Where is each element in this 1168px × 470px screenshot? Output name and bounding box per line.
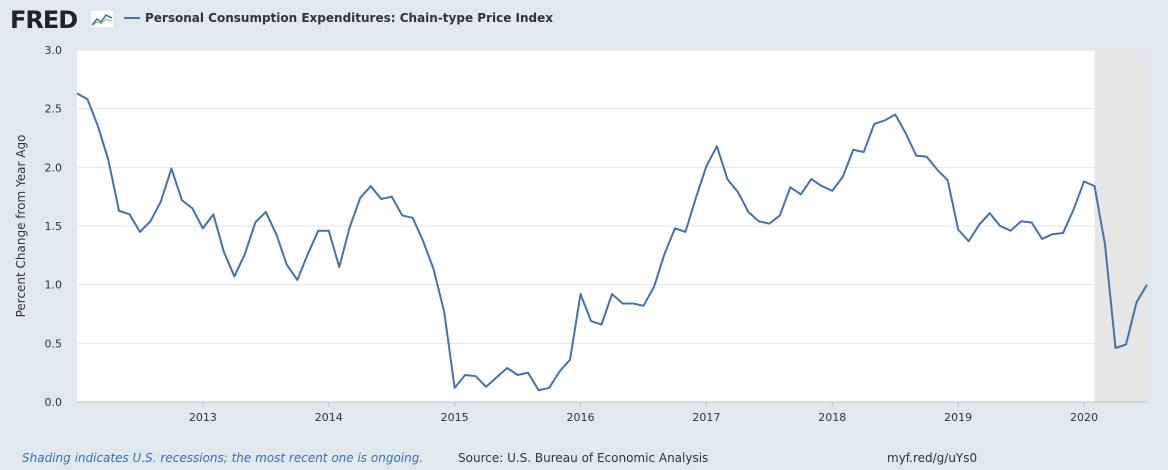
y-tick-label: 1.5 xyxy=(45,220,63,233)
recession-note: Shading indicates U.S. recessions; the m… xyxy=(22,451,424,465)
y-tick-label: 1.0 xyxy=(45,279,63,292)
y-tick-label: 0.0 xyxy=(45,396,63,409)
y-tick-label: 2.0 xyxy=(45,161,63,174)
x-tick-label: 2015 xyxy=(441,411,469,424)
x-tick-label: 2013 xyxy=(189,411,217,424)
chart-legend[interactable]: Personal Consumption Expenditures: Chain… xyxy=(124,11,553,25)
fred-logo[interactable]: FRED xyxy=(10,6,78,34)
series-line[interactable] xyxy=(76,92,1148,392)
y-axis-label: Percent Change from Year Ago xyxy=(14,135,28,318)
x-tick-label: 2016 xyxy=(567,411,595,424)
legend-label: Personal Consumption Expenditures: Chain… xyxy=(145,11,554,25)
x-tick-label: 2020 xyxy=(1070,411,1098,424)
x-tick-label: 2018 xyxy=(818,411,846,424)
short-url[interactable]: myf.red/g/uYs0 xyxy=(887,451,978,465)
y-tick-label: 2.5 xyxy=(45,103,63,116)
y-tick-label: 3.0 xyxy=(45,44,63,57)
x-tick-label: 2017 xyxy=(692,411,720,424)
source-note: Source: U.S. Bureau of Economic Analysis xyxy=(458,451,709,465)
y-tick-label: 0.5 xyxy=(45,337,63,350)
legend-swatch xyxy=(124,17,140,19)
x-tick-label: 2014 xyxy=(315,411,343,424)
x-tick-label: 2019 xyxy=(944,411,972,424)
chart-line-icon xyxy=(90,10,114,28)
line-chart[interactable]: 0.0 0.5 1.0 1.5 2.0 2.5 3.0 2013 2014 2015 2016 20… xyxy=(0,0,1168,440)
